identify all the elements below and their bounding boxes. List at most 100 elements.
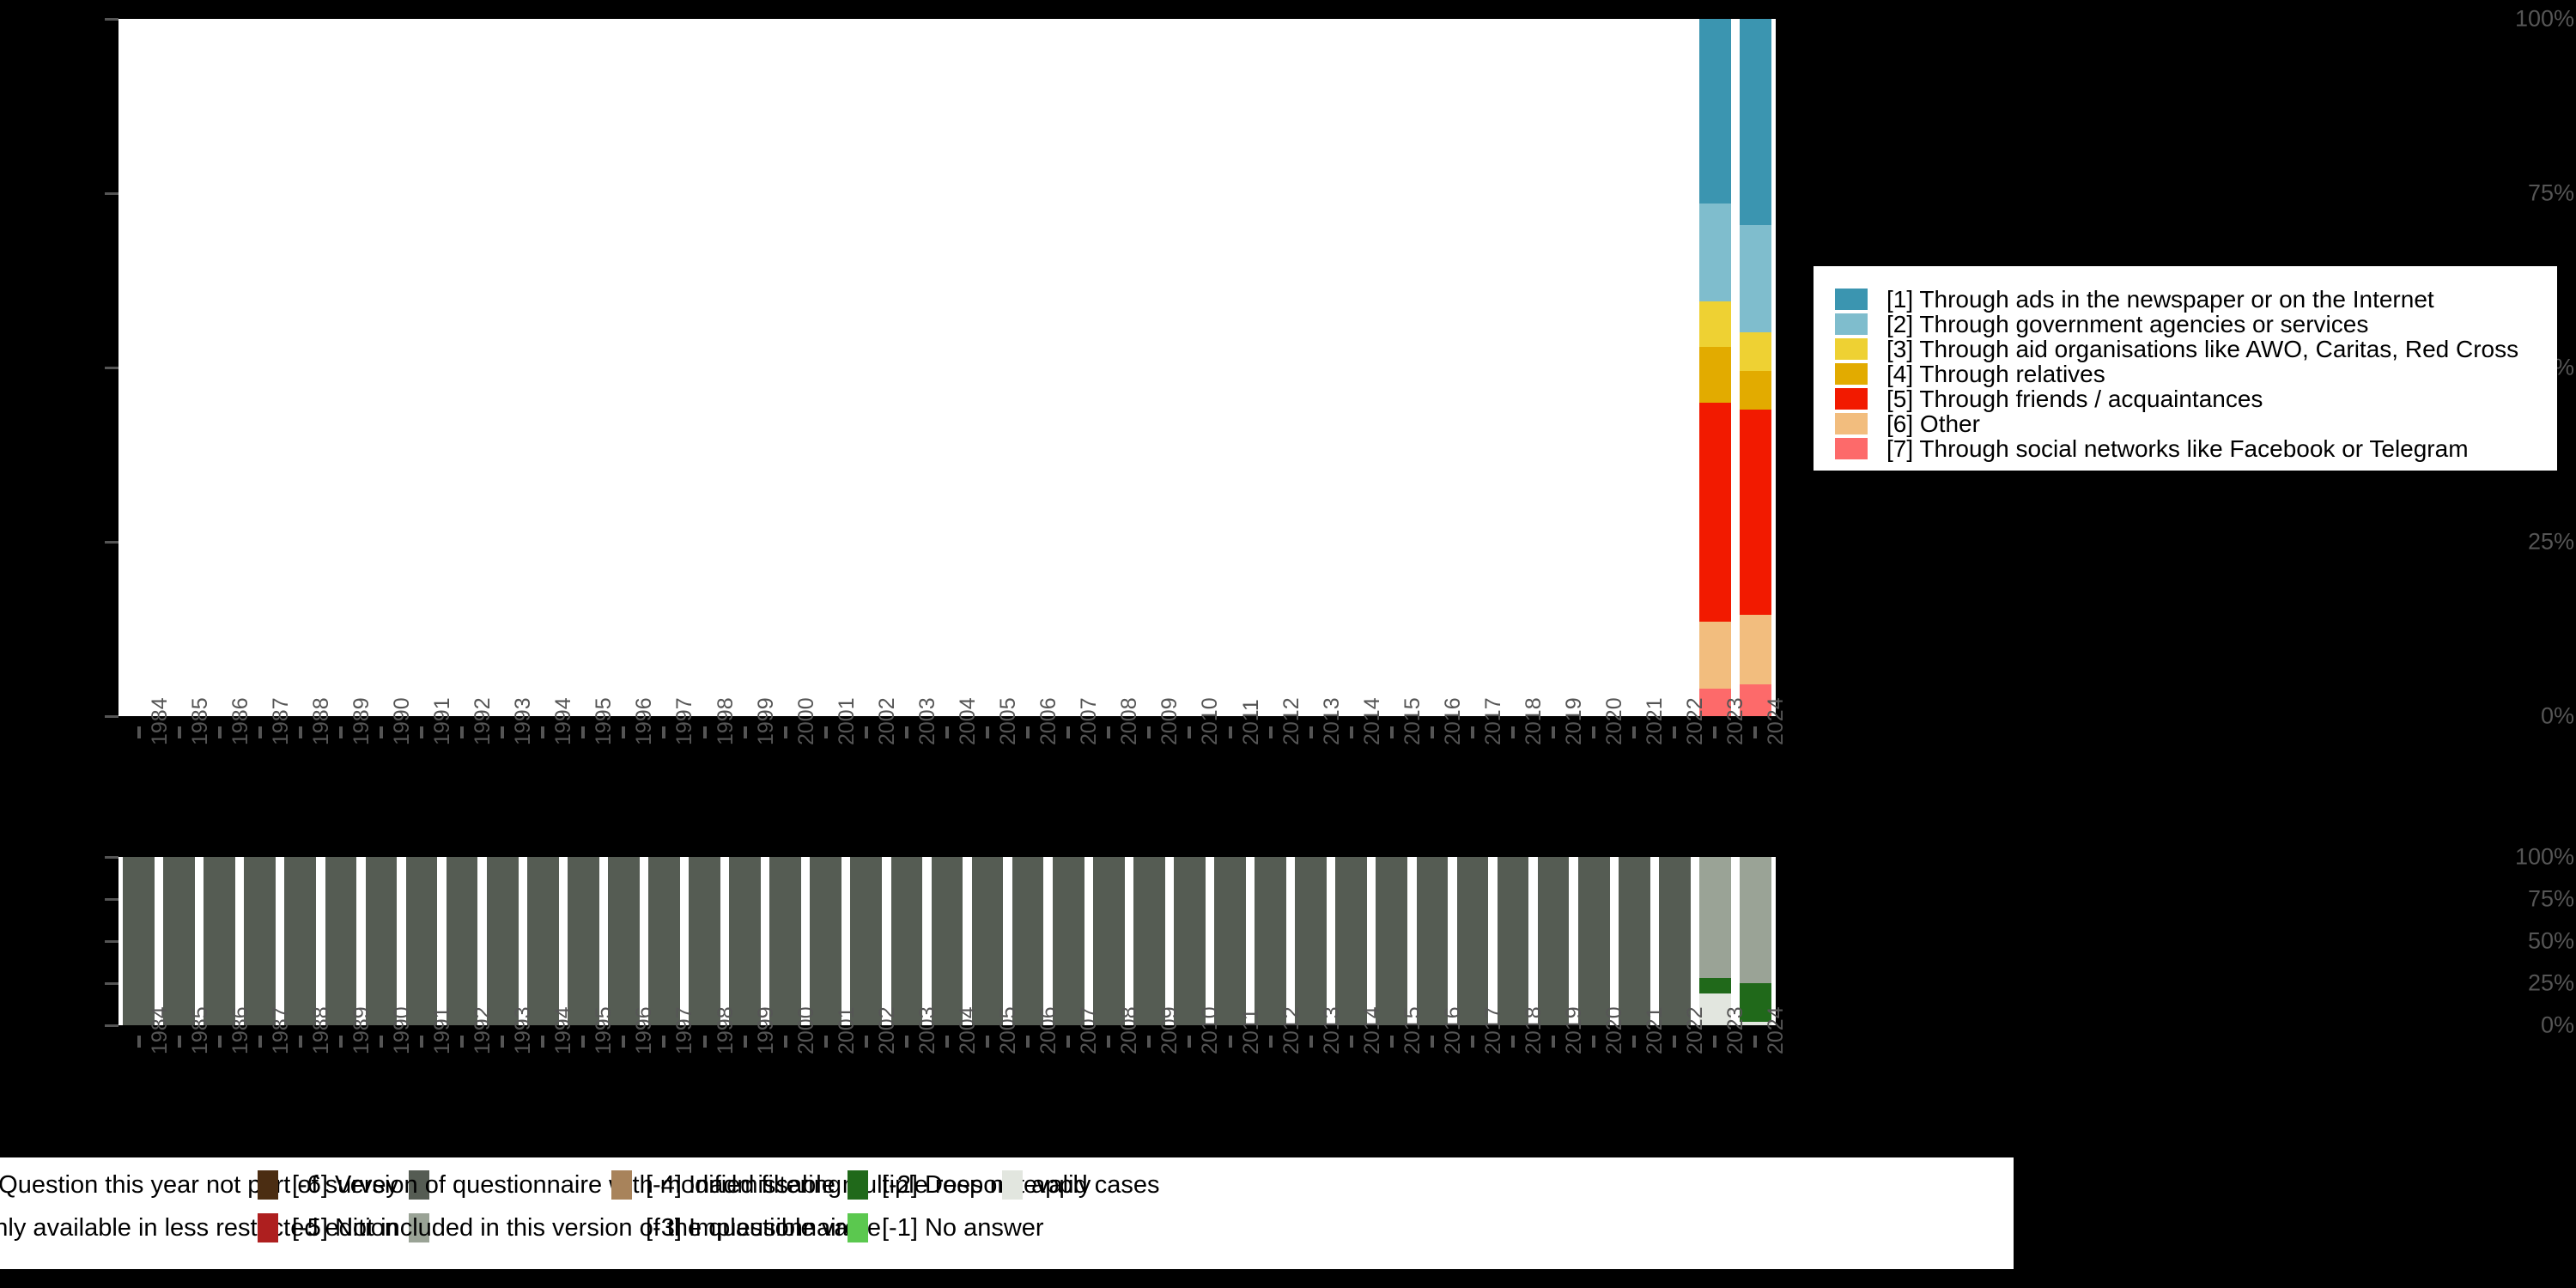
bar-segment[interactable]: [689, 857, 720, 1025]
legend-item-5[interactable]: [5] Through friends / acquaintances: [1814, 386, 2557, 412]
bar-segment[interactable]: [1577, 857, 1610, 1025]
missing-bar-2002[interactable]: [850, 857, 883, 1025]
bar-segment[interactable]: [244, 857, 276, 1025]
missing-bar-2015[interactable]: [1376, 857, 1408, 1025]
missing-bar-1993[interactable]: [486, 857, 519, 1025]
bar-segment[interactable]: [1092, 857, 1125, 1025]
missing-legend-item[interactable]: [-2] Does not apply: [848, 1168, 1091, 1202]
bar-segment[interactable]: [890, 857, 923, 1025]
missing-bar-2024[interactable]: [1740, 857, 1771, 1025]
missing-bar-1999[interactable]: [729, 857, 761, 1025]
bar-segment[interactable]: [1416, 857, 1449, 1025]
bar-segment[interactable]: [567, 857, 599, 1025]
missing-bar-2011[interactable]: [1214, 857, 1246, 1025]
bar-segment[interactable]: [1740, 857, 1771, 983]
bar-segment[interactable]: [1699, 301, 1731, 347]
missing-bar-2012[interactable]: [1255, 857, 1286, 1025]
missing-legend-item[interactable]: [-1] No answer: [848, 1211, 1044, 1245]
missing-bar-1985[interactable]: [163, 857, 195, 1025]
legend-item-1[interactable]: [1] Through ads in the newspaper or on t…: [1814, 286, 2557, 313]
missing-legend-item[interactable]: [-3] Implausible value: [611, 1211, 881, 1245]
missing-bar-2005[interactable]: [971, 857, 1004, 1025]
bar-segment[interactable]: [405, 857, 438, 1025]
missing-bar-2014[interactable]: [1335, 857, 1368, 1025]
bar-segment[interactable]: [1699, 688, 1731, 716]
missing-legend-item[interactable]: [-6] Version of questionnaire with modif…: [258, 1168, 841, 1202]
missing-bar-1996[interactable]: [608, 857, 640, 1025]
missing-bar-1986[interactable]: [204, 857, 236, 1025]
missing-legend-item[interactable]: [-5] Not included in this version of the…: [258, 1211, 858, 1245]
bar-segment[interactable]: [1052, 857, 1084, 1025]
legend-item-2[interactable]: [2] Through government agencies or servi…: [1814, 311, 2557, 337]
bar-segment[interactable]: [163, 857, 195, 1025]
legend-item-3[interactable]: [3] Through aid organisations like AWO, …: [1814, 336, 2557, 362]
missing-legend-item[interactable]: Only available in less restricted editio…: [0, 1211, 429, 1245]
missing-bar-1988[interactable]: [284, 857, 317, 1025]
missing-legend-item[interactable]: [-4] Inadmissable multiple response: [611, 1168, 1037, 1202]
bar-segment[interactable]: [1740, 615, 1771, 685]
bar-segment[interactable]: [608, 857, 640, 1025]
missing-bar-1997[interactable]: [648, 857, 680, 1025]
stacked-bar-2024[interactable]: [1740, 19, 1771, 716]
bar-segment[interactable]: [931, 857, 963, 1025]
legend-item-6[interactable]: [6] Other: [1814, 410, 2557, 437]
bar-segment[interactable]: [1335, 857, 1368, 1025]
bar-segment[interactable]: [769, 857, 802, 1025]
bar-segment[interactable]: [971, 857, 1004, 1025]
bar-segment[interactable]: [1699, 204, 1731, 301]
missing-bar-1995[interactable]: [567, 857, 599, 1025]
bar-segment[interactable]: [1699, 978, 1731, 993]
bar-segment[interactable]: [1699, 346, 1731, 403]
missing-bar-2010[interactable]: [1174, 857, 1206, 1025]
bar-segment[interactable]: [1740, 684, 1771, 716]
bar-segment[interactable]: [204, 857, 236, 1025]
bar-segment[interactable]: [1537, 857, 1570, 1025]
missing-bar-1994[interactable]: [526, 857, 559, 1025]
bar-segment[interactable]: [1740, 1022, 1771, 1025]
legend-item-7[interactable]: [7] Through social networks like Faceboo…: [1814, 435, 2557, 462]
missing-bar-1984[interactable]: [123, 857, 155, 1025]
bar-segment[interactable]: [486, 857, 519, 1025]
bar-segment[interactable]: [1740, 224, 1771, 333]
bar-segment[interactable]: [1740, 983, 1771, 1023]
missing-bar-2007[interactable]: [1052, 857, 1084, 1025]
bar-segment[interactable]: [365, 857, 398, 1025]
legend-item-4[interactable]: [4] Through relatives: [1814, 361, 2557, 387]
bar-segment[interactable]: [1699, 857, 1731, 979]
bar-segment[interactable]: [1376, 857, 1408, 1025]
missing-bar-2008[interactable]: [1092, 857, 1125, 1025]
bar-segment[interactable]: [1214, 857, 1246, 1025]
bar-segment[interactable]: [1699, 993, 1731, 1025]
bar-segment[interactable]: [123, 857, 155, 1025]
missing-bar-2013[interactable]: [1295, 857, 1327, 1025]
missing-bar-2009[interactable]: [1133, 857, 1165, 1025]
missing-bar-2020[interactable]: [1577, 857, 1610, 1025]
missing-bar-2016[interactable]: [1416, 857, 1449, 1025]
bar-segment[interactable]: [1740, 409, 1771, 616]
missing-bar-1998[interactable]: [689, 857, 720, 1025]
bar-segment[interactable]: [1012, 857, 1044, 1025]
bar-segment[interactable]: [1740, 332, 1771, 372]
bar-segment[interactable]: [1295, 857, 1327, 1025]
missing-bar-1989[interactable]: [325, 857, 357, 1025]
bar-segment[interactable]: [1740, 19, 1771, 225]
bar-segment[interactable]: [526, 857, 559, 1025]
bar-segment[interactable]: [1699, 622, 1731, 689]
missing-bar-2006[interactable]: [1012, 857, 1044, 1025]
missing-legend-item[interactable]: valid cases: [1002, 1168, 1159, 1202]
missing-bar-1990[interactable]: [365, 857, 398, 1025]
bar-segment[interactable]: [810, 857, 842, 1025]
bar-segment[interactable]: [1699, 402, 1731, 623]
bar-segment[interactable]: [1740, 371, 1771, 410]
missing-legend-item[interactable]: Question this year not part of survey: [0, 1168, 429, 1202]
missing-bar-2019[interactable]: [1537, 857, 1570, 1025]
bar-segment[interactable]: [1133, 857, 1165, 1025]
missing-bar-2023[interactable]: [1699, 857, 1731, 1025]
bar-segment[interactable]: [1456, 857, 1489, 1025]
bar-segment[interactable]: [1497, 857, 1529, 1025]
bar-segment[interactable]: [1255, 857, 1286, 1025]
missing-bar-2003[interactable]: [890, 857, 923, 1025]
bar-segment[interactable]: [648, 857, 680, 1025]
bar-segment[interactable]: [1699, 19, 1731, 204]
bar-segment[interactable]: [1658, 857, 1691, 1025]
